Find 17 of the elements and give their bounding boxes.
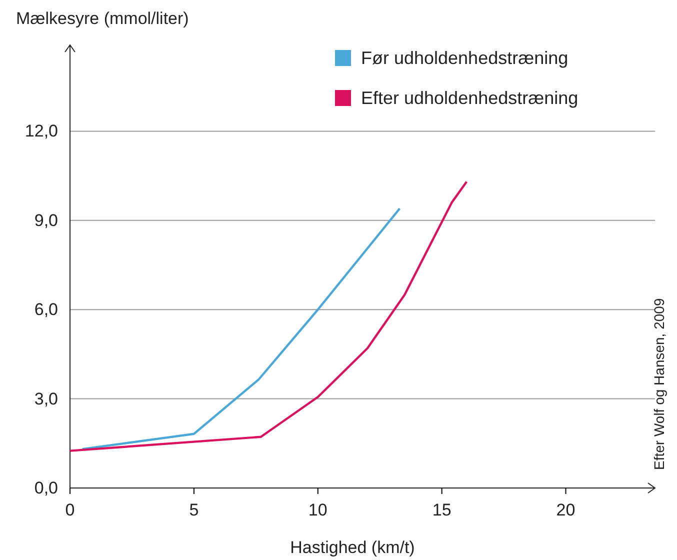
legend-label: Før udholdenhedstræning: [361, 48, 568, 68]
y-axis-title: Mælkesyre (mmol/liter): [16, 9, 189, 28]
x-tick-label: 0: [65, 500, 75, 520]
x-tick-label: 10: [308, 500, 328, 520]
y-tick-label: 0,0: [34, 478, 58, 498]
x-tick-label: 5: [189, 500, 199, 520]
annotation: Efter Wolf og Hansen, 2009: [651, 298, 667, 470]
legend-label: Efter udholdenhedstræning: [361, 88, 578, 108]
x-tick-label: 20: [556, 500, 576, 520]
y-tick-label: 3,0: [34, 389, 58, 408]
line-series: [81, 207, 401, 450]
x-tick-label: 15: [432, 500, 452, 520]
y-tick-label: 9,0: [34, 210, 58, 230]
y-tick-label: 12,0: [24, 122, 58, 141]
line-series: [68, 180, 468, 452]
y-tick-label: 6,0: [34, 300, 58, 320]
x-axis-title: Hastighed (km/t): [290, 538, 415, 557]
